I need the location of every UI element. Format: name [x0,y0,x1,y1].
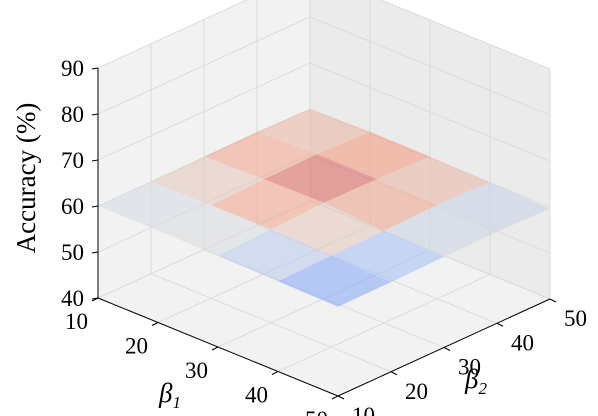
y-tick-mark [390,371,398,376]
z-tick-label: 60 [61,194,84,219]
right-wall-grid-z [309,16,551,116]
surface-cell [264,154,377,203]
surface-cell [204,131,317,180]
x-tick-label: 30 [185,358,208,383]
y-tick-mark [337,395,345,400]
z-tick-label: 40 [61,286,84,311]
x-axis-label: β1 [158,378,181,412]
surface-cell [271,202,384,256]
left-wall-grid-z [97,62,311,161]
surface-cells [98,109,550,307]
y-tick-label: 50 [564,306,587,331]
left-wall-grid-z [97,0,248,69]
z-tick-mark [91,159,99,162]
y-tick-mark [496,322,504,327]
z-tick-mark [91,251,99,254]
z-axis-label: Accuracy (%) [11,103,41,254]
x-tick-label: 40 [245,383,268,408]
surface-cell [278,255,391,307]
z-tick-mark [91,205,99,208]
y-tick-label: 20 [405,379,428,404]
surface-cell [437,182,550,232]
surface-cell [218,229,331,282]
x-tick-mark [271,371,279,375]
y-tick-label: 10 [352,403,375,416]
z-tick-label: 90 [61,56,84,81]
x-axis-label-symbol: β [158,378,173,408]
floor-grid-y [150,273,392,373]
surface-cell [377,156,490,205]
surface-cell [384,204,497,257]
y-tick-label: 40 [511,330,534,355]
right-wall-grid-z [379,0,551,70]
z-tick-mark [91,113,99,116]
y-tick-label: 30 [458,355,481,380]
right-wall-grid-z [309,62,551,162]
y-tick-mark [443,347,451,351]
z-tick-label: 80 [61,102,84,127]
z-tick-label: 70 [61,148,84,173]
y-tick-mark [549,298,557,303]
y-axis-label-subscript: 2 [478,379,487,398]
surface-cell [317,131,430,179]
x-tick-label: 50 [305,407,328,416]
x-tick-mark [211,346,219,351]
x-tick-mark [151,322,159,326]
x-tick-label: 10 [65,309,88,334]
surface-cell [257,109,370,155]
tick-labels: 40 50 60 70 80 90 10 20 30 40 50 10 20 30 40 50 [61,56,587,416]
surface-cell [331,231,444,283]
x-axis-label-subscript: 1 [172,393,181,412]
z-tick-label: 50 [61,240,84,265]
axes [91,67,557,400]
x-tick-label: 20 [125,334,148,359]
surface-cell [211,179,324,230]
y-axis-label-symbol: β [464,364,479,394]
y-axis-label: β2 [464,364,487,398]
surface-cell [324,179,437,231]
surface-cell [151,156,264,206]
surface-cell [98,181,211,231]
x-tick-mark [331,395,339,400]
surface-cell [158,205,271,256]
z-tick-mark [91,67,99,70]
left-wall-grid-z [97,16,311,115]
x-tick-mark [91,297,99,302]
